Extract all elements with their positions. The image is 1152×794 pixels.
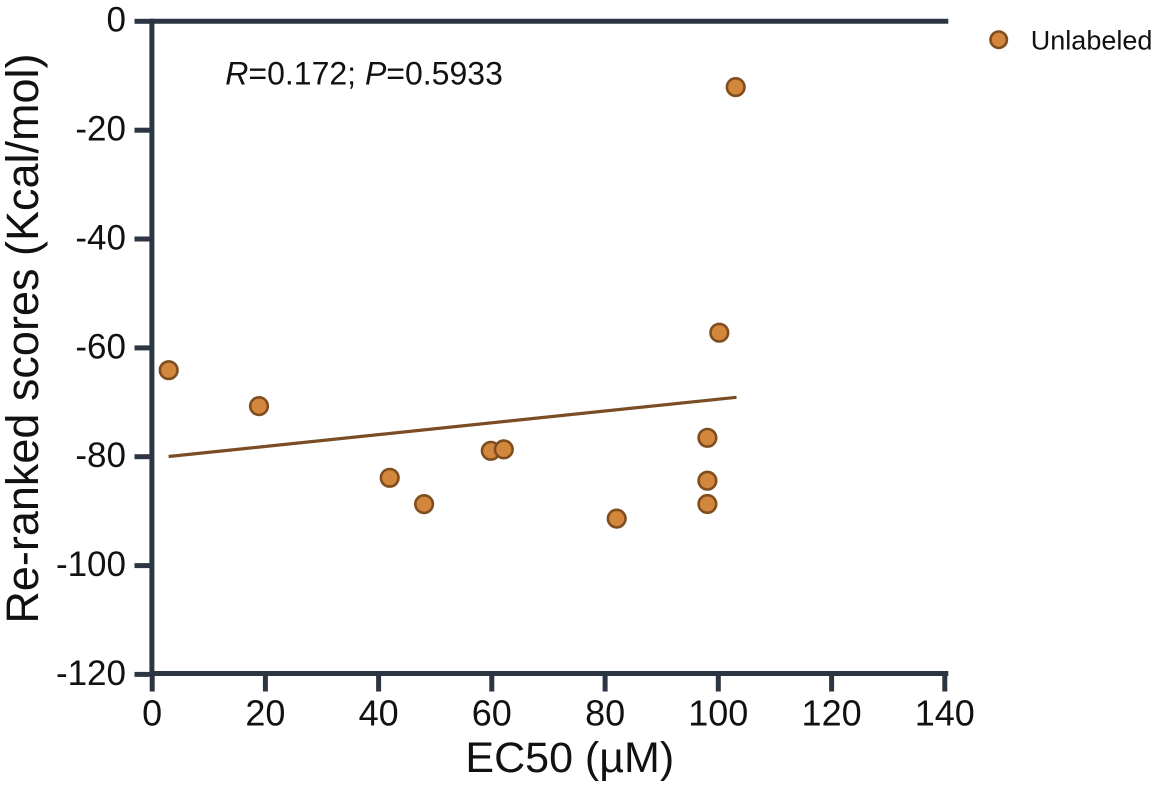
svg-text:EC50 (µM): EC50 (µM): [465, 734, 674, 782]
svg-text:-20: -20: [75, 110, 126, 149]
svg-text:80: 80: [585, 693, 625, 734]
svg-text:Unlabeled: Unlabeled: [1031, 26, 1152, 56]
svg-text:100: 100: [688, 693, 748, 734]
svg-text:-120: -120: [56, 654, 126, 693]
svg-text:-60: -60: [75, 327, 126, 366]
svg-text:-100: -100: [56, 545, 126, 584]
svg-text:0: 0: [142, 693, 162, 734]
svg-text:-40: -40: [75, 218, 126, 257]
svg-text:40: 40: [359, 693, 399, 734]
svg-text:R=0.172; P=0.5933: R=0.172; P=0.5933: [225, 56, 503, 92]
svg-text:0: 0: [107, 1, 126, 40]
svg-text:-80: -80: [75, 436, 126, 475]
svg-text:60: 60: [472, 693, 512, 734]
svg-text:20: 20: [245, 693, 285, 734]
svg-text:140: 140: [915, 693, 975, 734]
svg-text:Re-ranked scores (Kcal/mol): Re-ranked scores (Kcal/mol): [0, 54, 48, 624]
svg-text:120: 120: [802, 693, 862, 734]
